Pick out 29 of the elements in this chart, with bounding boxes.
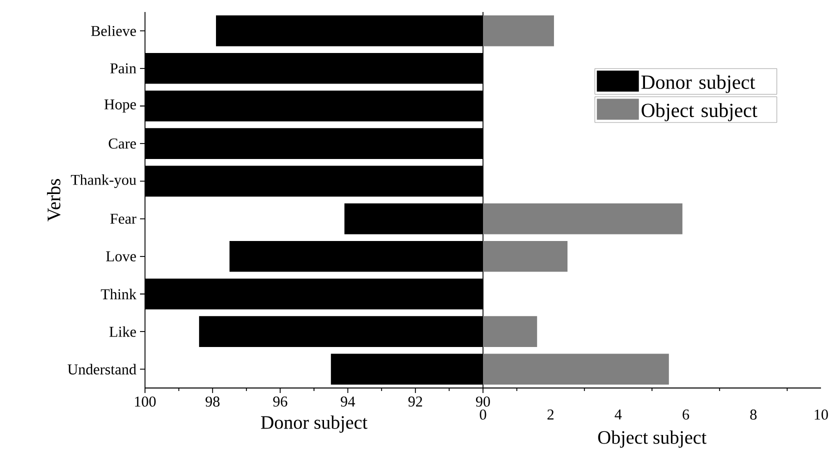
x-tick-label: 98 xyxy=(206,396,220,407)
y-tick-label: Pain xyxy=(110,63,136,74)
legend-label: Object subject xyxy=(642,103,758,122)
x-tick-label: 4 xyxy=(614,410,622,420)
x-tick-label: 94 xyxy=(340,396,356,407)
x-tick-label: 10 xyxy=(814,410,828,420)
y-tick-label: Hope xyxy=(104,99,136,113)
y-tick-label: Thank-you xyxy=(70,174,136,188)
y-axis-title: Verbs xyxy=(47,179,60,222)
y-tick-label: Believe xyxy=(91,26,136,36)
x-tick-label: 0 xyxy=(480,410,486,420)
bar xyxy=(483,15,554,46)
x-axis-title: Object subject xyxy=(598,430,706,448)
bar xyxy=(483,316,538,348)
y-tick-label: Love xyxy=(106,251,136,262)
x-tick-label: 96 xyxy=(273,396,288,407)
y-tick-label: Understand xyxy=(68,364,136,374)
x-tick-label: 6 xyxy=(682,410,690,420)
y-tick-label: Care xyxy=(108,138,136,149)
y-tick-label: Think xyxy=(100,288,136,300)
x-axis-title: Donor subject xyxy=(260,416,368,433)
x-tick-label: 8 xyxy=(750,410,757,420)
x-tick-label: 90 xyxy=(476,396,490,407)
x-tick-label: 2 xyxy=(548,410,554,420)
x-tick-label: 100 xyxy=(135,396,156,407)
legend-label: Donor subject xyxy=(641,74,756,94)
y-tick-label: Like xyxy=(109,326,136,337)
x-tick-label: 92 xyxy=(408,396,422,407)
y-tick-label: Fear xyxy=(110,214,136,224)
